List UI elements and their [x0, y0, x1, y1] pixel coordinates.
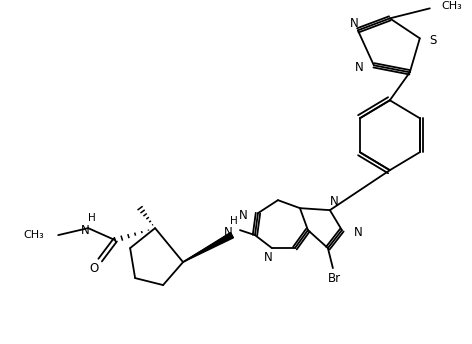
Text: N: N: [263, 250, 272, 264]
Text: N: N: [239, 209, 248, 222]
Text: N: N: [224, 226, 232, 239]
Text: S: S: [429, 34, 436, 47]
Text: CH₃: CH₃: [442, 1, 463, 11]
Text: N: N: [81, 224, 90, 237]
Text: CH₃: CH₃: [24, 230, 44, 240]
Text: H: H: [88, 213, 96, 223]
Text: Br: Br: [329, 271, 341, 284]
Text: N: N: [329, 195, 338, 208]
Text: O: O: [90, 261, 99, 275]
Text: N: N: [349, 17, 358, 30]
Text: H: H: [230, 216, 238, 226]
Polygon shape: [183, 233, 234, 262]
Text: N: N: [355, 61, 364, 74]
Text: N: N: [354, 226, 362, 239]
